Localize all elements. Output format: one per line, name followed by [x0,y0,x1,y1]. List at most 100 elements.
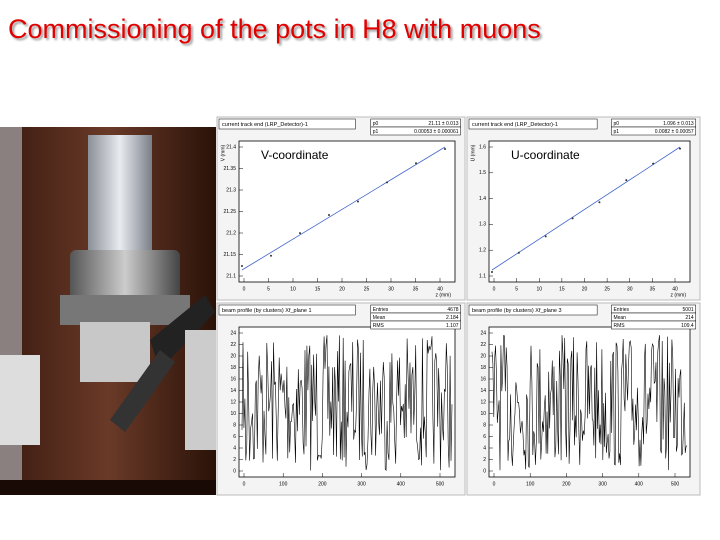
fit-point [625,179,628,182]
y-tick-label: 16 [230,376,236,382]
y-tick-label: 6 [233,434,236,440]
fit-point [386,181,388,184]
fit-point [299,232,301,235]
x-tick-label: 25 [364,286,370,292]
fit-point [517,251,520,254]
stats-row [370,320,461,330]
x-tick-label: 500 [671,481,680,487]
x-tick-label: 500 [436,481,445,487]
profile-line [241,335,453,472]
fit-line [491,146,681,271]
stats-value: 0.0082 ± 0.00057 [655,129,694,135]
x-tick-label: 15 [559,286,565,292]
x-tick-label: 40 [672,286,678,292]
panel-header: beam profile (by clusters) Xf_plane 3 [472,308,562,314]
fit-point [328,213,330,216]
x-tick-label: 35 [650,286,656,292]
profile-line [491,335,688,471]
fit-point [571,217,574,220]
y-tick-label: 12 [480,399,486,405]
fit-point [544,235,547,238]
y-tick-label: 4 [233,445,236,451]
y-tick-label: 21.1 [226,273,236,279]
x-tick-label: 30 [388,286,394,292]
fit-point [241,265,243,268]
y-tick-label: 0 [233,468,236,474]
y-tick-label: 1.4 [479,196,486,202]
y-tick-label: 22 [480,342,486,348]
fit-point [415,162,417,165]
y-tick-label: 21.35 [223,166,236,172]
stats-key: RMS [373,323,385,329]
y-tick-label: 8 [233,422,236,428]
x-tick-label: 400 [397,481,406,487]
y-tick-label: 0 [483,468,486,474]
y-tick-label: 20 [230,353,236,359]
y-tick-label: 1.5 [479,170,486,176]
stats-key: p1 [613,129,619,135]
plot-label: V-coordinate [261,148,329,162]
x-tick-label: 100 [279,481,288,487]
y-tick-label: 24 [480,330,486,336]
x-tick-label: 200 [318,481,327,487]
fit-line [241,146,446,271]
plot-frame [238,326,456,478]
x-tick-label: 10 [536,286,542,292]
panel-header: current track end (LRP_Detector)-1 [222,122,308,128]
x-tick-label: 40 [437,286,443,292]
panel-header: beam profile (by clusters) Xf_plane 1 [222,308,312,314]
x-axis-title: z (mm) [435,292,451,298]
header-box [468,304,598,316]
x-tick-label: 20 [339,286,345,292]
y-tick-label: 4 [483,445,486,451]
y-tick-label: 20 [480,353,486,359]
stats-row [611,126,696,136]
x-tick-label: 100 [526,481,535,487]
x-tick-label: 0 [493,286,496,292]
x-tick-label: 10 [290,286,296,292]
plot-label: U-coordinate [511,148,580,162]
stats-value: 214 [685,315,694,321]
slide-title: Commissioning of the pots in H8 with muo… [8,14,541,44]
y-axis-title: V (mm) [220,144,226,161]
y-tick-label: 14 [480,388,486,394]
header-box [218,304,356,316]
y-tick-label: 18 [480,365,486,371]
stats-key: Entries [373,307,389,313]
x-tick-label: 20 [582,286,588,292]
y-tick-label: 21.4 [226,144,236,150]
stats-value: 4678 [447,307,458,313]
x-tick-label: 5 [267,286,270,292]
stats-value: 2.184 [446,315,459,321]
y-tick-label: 18 [230,365,236,371]
fit-point [270,254,272,257]
stats-key: RMS [613,323,625,329]
fit-point [598,201,601,204]
fit-point [491,271,493,274]
y-tick-label: 21.2 [226,230,236,236]
fit-point [652,162,655,165]
stats-key: p0 [613,121,619,127]
stats-value: 1.096 ± 0.013 [663,121,694,127]
stats-value: 1.107 [446,323,459,329]
x-tick-label: 300 [598,481,607,487]
y-tick-label: 21.3 [226,187,236,193]
x-tick-label: 5 [515,286,518,292]
fit-point [357,200,359,203]
x-tick-label: 200 [562,481,571,487]
stats-key: p1 [373,129,379,135]
header-box [468,118,598,130]
x-tick-label: 30 [627,286,633,292]
y-tick-label: 14 [230,388,236,394]
x-tick-label: 300 [357,481,366,487]
y-tick-label: 2 [483,457,486,463]
y-tick-label: 22 [230,342,236,348]
stats-value: 0.00053 ± 0.000061 [414,129,459,135]
y-tick-label: 21.15 [223,252,236,258]
stats-row [370,126,461,136]
y-axis-title: U (mm) [470,144,476,161]
y-tick-label: 8 [483,422,486,428]
x-tick-label: 0 [493,481,496,487]
